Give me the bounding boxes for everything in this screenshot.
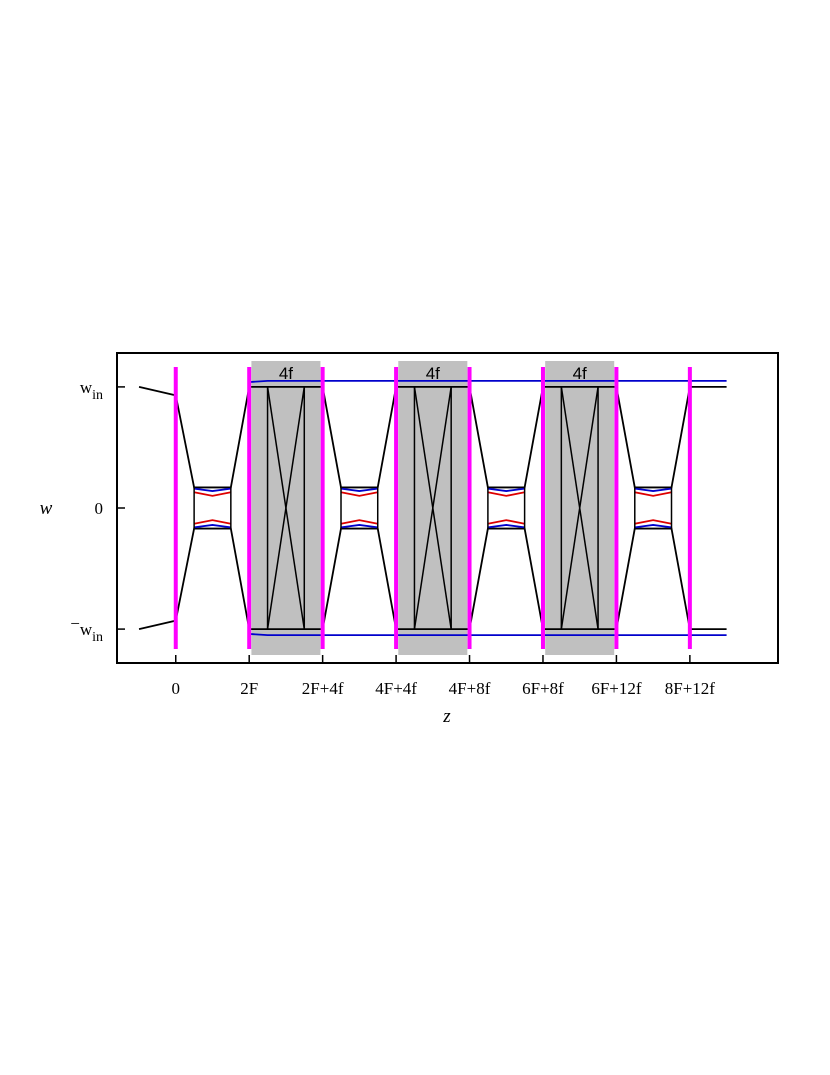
crossing-ray — [285, 386, 306, 509]
series-line-blue — [487, 524, 525, 529]
crossing-ray — [285, 507, 306, 630]
crossing-ray — [560, 386, 581, 509]
y-axis-title: w — [40, 498, 53, 519]
beam-traces — [138, 379, 727, 637]
x-tick-label: 0 — [172, 679, 181, 698]
series-line-red — [487, 491, 525, 497]
x-tick-label: 2F — [240, 679, 258, 698]
series-line-black — [138, 527, 727, 630]
series-line-black — [138, 386, 727, 489]
series-line-blue — [249, 379, 727, 383]
y-tick-label: −win — [70, 614, 103, 645]
series-line-red — [193, 519, 232, 525]
series-line-red — [340, 491, 378, 497]
crossing-ray — [432, 507, 452, 630]
series-line-blue — [634, 524, 672, 529]
crossing-ray — [413, 386, 434, 509]
series-line-blue — [193, 487, 231, 492]
series-line-red — [634, 519, 672, 525]
crossing-ray — [560, 507, 581, 630]
series-line-red — [340, 519, 378, 525]
series-line-blue — [340, 524, 378, 529]
x-tick-label: 4F+8f — [449, 679, 491, 698]
x-tick-label: 6F+8f — [522, 679, 564, 698]
region-label: 4f — [573, 364, 587, 383]
crossing-ray — [432, 386, 452, 509]
series-line-blue — [634, 487, 672, 492]
x-tick-label: 4F+4f — [375, 679, 417, 698]
x-axis-title: z — [442, 706, 451, 727]
series-line-blue — [340, 487, 378, 492]
crossing-ray — [578, 386, 599, 509]
region-label: 4f — [426, 364, 440, 383]
series-line-blue — [487, 487, 525, 492]
x-tick-label: 8F+12f — [665, 679, 716, 698]
series-line-red — [193, 491, 232, 497]
crossing-ray — [266, 386, 287, 509]
crossing-ray — [413, 507, 434, 630]
optical-elements — [173, 367, 692, 649]
x-tick-label: 6F+12f — [591, 679, 642, 698]
series-line-blue — [249, 633, 727, 637]
series-line-red — [634, 491, 672, 497]
y-tick-label: win — [80, 378, 103, 403]
series-line-red — [487, 519, 525, 525]
axis-ticks: 0 2F 2F+4f 4F+4f 4F+8f 6F+8f 6F+12f 8F+12f win 0 −… — [70, 378, 715, 698]
crossing-ray — [266, 507, 287, 630]
crossing-ray — [578, 507, 599, 630]
x-tick-label: 2F+4f — [302, 679, 344, 698]
series-line-blue — [193, 524, 231, 529]
region-label: 4f — [279, 364, 293, 383]
y-tick-label: 0 — [95, 499, 104, 518]
